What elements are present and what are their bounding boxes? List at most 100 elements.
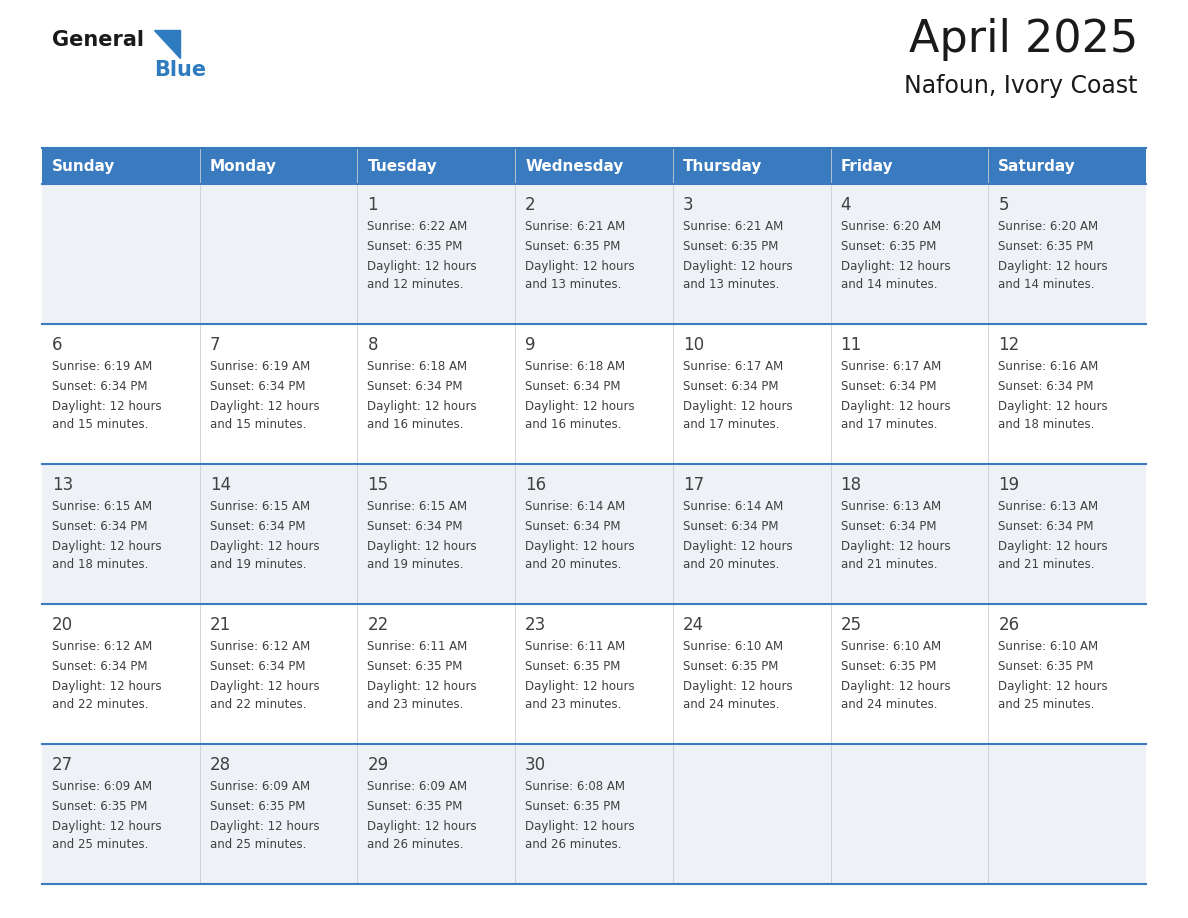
Text: Sunset: 6:35 PM: Sunset: 6:35 PM bbox=[841, 660, 936, 673]
Text: General: General bbox=[52, 30, 144, 50]
Text: Sunset: 6:34 PM: Sunset: 6:34 PM bbox=[525, 520, 620, 533]
Text: Sunrise: 6:14 AM: Sunrise: 6:14 AM bbox=[683, 500, 783, 513]
Text: and 15 minutes.: and 15 minutes. bbox=[52, 418, 148, 431]
Text: and 14 minutes.: and 14 minutes. bbox=[998, 278, 1095, 291]
Text: Sunrise: 6:13 AM: Sunrise: 6:13 AM bbox=[841, 500, 941, 513]
Text: Sunrise: 6:19 AM: Sunrise: 6:19 AM bbox=[210, 360, 310, 373]
Text: and 18 minutes.: and 18 minutes. bbox=[52, 558, 148, 571]
Text: 18: 18 bbox=[841, 476, 861, 494]
Text: and 13 minutes.: and 13 minutes. bbox=[525, 278, 621, 291]
Text: and 20 minutes.: and 20 minutes. bbox=[683, 558, 779, 571]
Text: Sunrise: 6:10 AM: Sunrise: 6:10 AM bbox=[998, 640, 1099, 653]
Text: Daylight: 12 hours: Daylight: 12 hours bbox=[841, 680, 950, 693]
Text: Sunset: 6:35 PM: Sunset: 6:35 PM bbox=[367, 800, 463, 813]
Text: Monday: Monday bbox=[210, 159, 277, 174]
Text: 4: 4 bbox=[841, 196, 851, 214]
Text: Sunrise: 6:09 AM: Sunrise: 6:09 AM bbox=[210, 780, 310, 793]
Text: and 21 minutes.: and 21 minutes. bbox=[841, 558, 937, 571]
Text: 14: 14 bbox=[210, 476, 230, 494]
Text: Nafoun, Ivory Coast: Nafoun, Ivory Coast bbox=[904, 74, 1138, 98]
Text: Sunrise: 6:15 AM: Sunrise: 6:15 AM bbox=[367, 500, 468, 513]
Text: 15: 15 bbox=[367, 476, 388, 494]
Text: Daylight: 12 hours: Daylight: 12 hours bbox=[841, 260, 950, 273]
Text: Daylight: 12 hours: Daylight: 12 hours bbox=[525, 540, 634, 553]
Text: Daylight: 12 hours: Daylight: 12 hours bbox=[52, 540, 162, 553]
Text: Daylight: 12 hours: Daylight: 12 hours bbox=[998, 260, 1108, 273]
Text: and 25 minutes.: and 25 minutes. bbox=[52, 838, 148, 851]
Text: Sunset: 6:35 PM: Sunset: 6:35 PM bbox=[683, 660, 778, 673]
Text: 29: 29 bbox=[367, 756, 388, 774]
Text: April 2025: April 2025 bbox=[909, 18, 1138, 61]
Text: 1: 1 bbox=[367, 196, 378, 214]
Text: Sunset: 6:35 PM: Sunset: 6:35 PM bbox=[210, 800, 305, 813]
Text: Sunset: 6:34 PM: Sunset: 6:34 PM bbox=[210, 660, 305, 673]
Bar bbox=[42, 744, 1146, 884]
Text: 6: 6 bbox=[52, 336, 63, 354]
Text: Sunset: 6:34 PM: Sunset: 6:34 PM bbox=[367, 520, 463, 533]
Text: Sunset: 6:34 PM: Sunset: 6:34 PM bbox=[525, 380, 620, 393]
Text: Daylight: 12 hours: Daylight: 12 hours bbox=[683, 400, 792, 413]
Text: Sunrise: 6:15 AM: Sunrise: 6:15 AM bbox=[210, 500, 310, 513]
Text: Daylight: 12 hours: Daylight: 12 hours bbox=[683, 260, 792, 273]
Text: Blue: Blue bbox=[154, 60, 207, 80]
Text: 3: 3 bbox=[683, 196, 694, 214]
Text: and 14 minutes.: and 14 minutes. bbox=[841, 278, 937, 291]
Text: Sunrise: 6:17 AM: Sunrise: 6:17 AM bbox=[683, 360, 783, 373]
Text: Daylight: 12 hours: Daylight: 12 hours bbox=[525, 820, 634, 833]
Text: Daylight: 12 hours: Daylight: 12 hours bbox=[841, 400, 950, 413]
Text: Sunrise: 6:12 AM: Sunrise: 6:12 AM bbox=[210, 640, 310, 653]
Text: Daylight: 12 hours: Daylight: 12 hours bbox=[683, 540, 792, 553]
Text: Sunrise: 6:12 AM: Sunrise: 6:12 AM bbox=[52, 640, 152, 653]
Text: Sunrise: 6:13 AM: Sunrise: 6:13 AM bbox=[998, 500, 1099, 513]
Text: Sunset: 6:34 PM: Sunset: 6:34 PM bbox=[998, 380, 1094, 393]
Text: Sunset: 6:35 PM: Sunset: 6:35 PM bbox=[367, 240, 463, 253]
Text: and 12 minutes.: and 12 minutes. bbox=[367, 278, 465, 291]
Text: Sunrise: 6:11 AM: Sunrise: 6:11 AM bbox=[367, 640, 468, 653]
Text: Daylight: 12 hours: Daylight: 12 hours bbox=[367, 400, 478, 413]
Text: Daylight: 12 hours: Daylight: 12 hours bbox=[525, 680, 634, 693]
Text: 27: 27 bbox=[52, 756, 74, 774]
Text: and 15 minutes.: and 15 minutes. bbox=[210, 418, 307, 431]
Text: 16: 16 bbox=[525, 476, 546, 494]
Text: Sunset: 6:35 PM: Sunset: 6:35 PM bbox=[525, 240, 620, 253]
Text: and 21 minutes.: and 21 minutes. bbox=[998, 558, 1095, 571]
Text: 10: 10 bbox=[683, 336, 704, 354]
Text: Sunday: Sunday bbox=[52, 159, 115, 174]
Text: Daylight: 12 hours: Daylight: 12 hours bbox=[210, 400, 320, 413]
Text: Sunrise: 6:20 AM: Sunrise: 6:20 AM bbox=[841, 220, 941, 233]
Text: Sunset: 6:35 PM: Sunset: 6:35 PM bbox=[525, 660, 620, 673]
Text: Wednesday: Wednesday bbox=[525, 159, 624, 174]
Text: Daylight: 12 hours: Daylight: 12 hours bbox=[998, 680, 1108, 693]
Text: Sunrise: 6:22 AM: Sunrise: 6:22 AM bbox=[367, 220, 468, 233]
Text: Sunrise: 6:14 AM: Sunrise: 6:14 AM bbox=[525, 500, 625, 513]
Text: Sunset: 6:35 PM: Sunset: 6:35 PM bbox=[683, 240, 778, 253]
Text: Sunset: 6:35 PM: Sunset: 6:35 PM bbox=[841, 240, 936, 253]
Text: Daylight: 12 hours: Daylight: 12 hours bbox=[998, 400, 1108, 413]
Text: and 25 minutes.: and 25 minutes. bbox=[998, 698, 1094, 711]
Text: Saturday: Saturday bbox=[998, 159, 1076, 174]
Text: 24: 24 bbox=[683, 616, 704, 634]
Text: and 26 minutes.: and 26 minutes. bbox=[367, 838, 465, 851]
Text: Daylight: 12 hours: Daylight: 12 hours bbox=[841, 540, 950, 553]
Text: and 20 minutes.: and 20 minutes. bbox=[525, 558, 621, 571]
Text: Daylight: 12 hours: Daylight: 12 hours bbox=[210, 680, 320, 693]
Text: Daylight: 12 hours: Daylight: 12 hours bbox=[367, 680, 478, 693]
Text: 5: 5 bbox=[998, 196, 1009, 214]
Text: Sunrise: 6:08 AM: Sunrise: 6:08 AM bbox=[525, 780, 625, 793]
Text: 23: 23 bbox=[525, 616, 546, 634]
Text: Sunrise: 6:17 AM: Sunrise: 6:17 AM bbox=[841, 360, 941, 373]
Text: 26: 26 bbox=[998, 616, 1019, 634]
Text: Daylight: 12 hours: Daylight: 12 hours bbox=[683, 680, 792, 693]
Text: Sunset: 6:35 PM: Sunset: 6:35 PM bbox=[367, 660, 463, 673]
Bar bbox=[42, 184, 1146, 324]
Text: 25: 25 bbox=[841, 616, 861, 634]
Text: Sunset: 6:34 PM: Sunset: 6:34 PM bbox=[52, 660, 147, 673]
Text: and 13 minutes.: and 13 minutes. bbox=[683, 278, 779, 291]
Text: 30: 30 bbox=[525, 756, 546, 774]
Text: and 24 minutes.: and 24 minutes. bbox=[841, 698, 937, 711]
Text: Sunset: 6:35 PM: Sunset: 6:35 PM bbox=[998, 660, 1094, 673]
Text: and 17 minutes.: and 17 minutes. bbox=[841, 418, 937, 431]
Text: Sunset: 6:34 PM: Sunset: 6:34 PM bbox=[683, 520, 778, 533]
Text: Daylight: 12 hours: Daylight: 12 hours bbox=[210, 540, 320, 553]
Text: Sunrise: 6:09 AM: Sunrise: 6:09 AM bbox=[367, 780, 468, 793]
